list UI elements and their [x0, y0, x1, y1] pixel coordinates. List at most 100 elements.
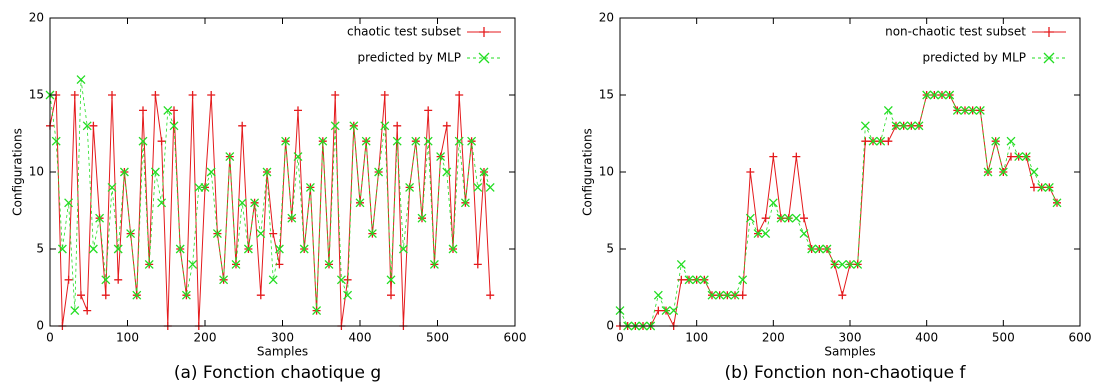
data-point: [101, 275, 111, 285]
data-point: [144, 259, 154, 269]
data-point: [411, 136, 421, 146]
x-tick-label: 400: [915, 331, 938, 345]
data-point: [479, 167, 489, 177]
data-point: [57, 244, 67, 254]
data-point: [88, 244, 98, 254]
data-point: [837, 259, 847, 269]
data-point: [807, 244, 817, 254]
data-point: [945, 90, 955, 100]
data-point: [212, 229, 222, 239]
data-point: [157, 137, 166, 146]
x-tick-label: 0: [616, 331, 624, 345]
data-point: [188, 259, 198, 269]
data-point: [799, 229, 809, 239]
data-point: [405, 182, 415, 192]
data-point: [243, 244, 253, 254]
data-point: [707, 290, 717, 300]
data-point: [294, 106, 302, 115]
data-point: [330, 121, 340, 131]
data-point: [424, 106, 433, 115]
x-tick-label: 400: [349, 331, 372, 345]
data-point: [822, 244, 832, 254]
y-tick-label: 20: [29, 11, 44, 25]
data-point: [436, 152, 446, 162]
x-tick-label: 0: [46, 331, 54, 345]
data-point: [991, 136, 1001, 146]
y-tick-label: 0: [606, 319, 614, 333]
data-point: [1014, 152, 1024, 162]
data-point: [669, 306, 679, 316]
data-point: [51, 136, 61, 146]
data-point: [256, 229, 266, 239]
data-point: [792, 152, 801, 161]
x-tick-label: 500: [992, 331, 1015, 345]
data-point: [838, 291, 847, 300]
data-point: [486, 291, 495, 300]
data-point: [108, 91, 116, 99]
data-point: [138, 136, 148, 146]
data-point: [814, 244, 824, 254]
x-tick-label: 200: [194, 331, 217, 345]
data-point: [89, 121, 98, 130]
data-point: [77, 291, 85, 300]
data-point: [738, 291, 747, 300]
data-point: [157, 198, 167, 208]
data-point: [423, 136, 433, 146]
data-point: [281, 136, 291, 146]
data-point: [380, 91, 389, 99]
data-point: [336, 275, 346, 285]
y-tick-label: 15: [29, 88, 44, 102]
data-point: [730, 290, 740, 300]
data-point: [387, 291, 395, 300]
data-point: [114, 275, 123, 284]
data-point: [188, 91, 197, 99]
y-tick-label: 10: [29, 165, 44, 179]
x-tick-label: 300: [839, 331, 862, 345]
caption: (a) Fonction chaotique g: [174, 363, 381, 383]
data-point: [745, 213, 755, 223]
data-point: [968, 105, 978, 115]
data-point: [891, 121, 901, 131]
x-tick-label: 300: [271, 331, 294, 345]
data-point: [343, 275, 352, 284]
data-point: [380, 121, 390, 131]
data-point: [1006, 136, 1016, 146]
data-point: [170, 106, 178, 115]
legend-marker: [478, 52, 490, 64]
data-point: [448, 244, 458, 254]
data-point: [983, 167, 993, 177]
data-point: [922, 90, 932, 100]
data-point: [256, 291, 265, 300]
y-tick-label: 5: [606, 242, 614, 256]
x-tick-label: 500: [426, 331, 449, 345]
data-point: [293, 152, 303, 162]
data-point: [692, 275, 702, 285]
data-point: [151, 91, 160, 99]
data-point: [200, 182, 210, 192]
legend-marker: [1044, 27, 1054, 37]
data-point: [361, 136, 371, 146]
y-tick-label: 5: [36, 242, 44, 256]
data-point: [107, 182, 117, 192]
data-point: [367, 229, 377, 239]
data-point: [715, 290, 725, 300]
data-point: [676, 259, 686, 269]
data-point: [1037, 182, 1047, 192]
data-point: [76, 75, 86, 85]
data-point: [454, 136, 464, 146]
data-point: [906, 121, 916, 131]
data-point: [126, 229, 136, 239]
data-point: [442, 121, 451, 130]
data-point: [132, 290, 142, 300]
data-point: [175, 244, 185, 254]
data-point: [914, 121, 924, 131]
data-point: [287, 213, 297, 223]
data-point: [1021, 152, 1031, 162]
data-point: [169, 121, 179, 131]
data-point: [845, 259, 855, 269]
legend-label: non-chaotic test subset: [885, 25, 1026, 39]
legend-marker: [479, 27, 489, 37]
data-point: [975, 105, 985, 115]
data-point: [305, 182, 315, 192]
data-point: [250, 198, 260, 208]
